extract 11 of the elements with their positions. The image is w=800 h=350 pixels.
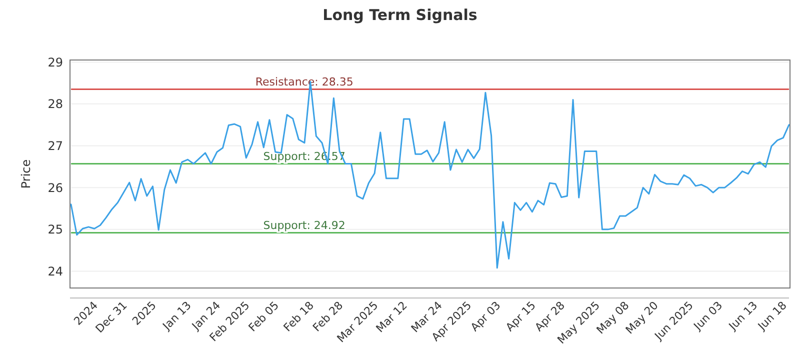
y-tick-label: 26 <box>48 180 63 195</box>
ref-line-label: Resistance: 28.35 <box>255 75 354 88</box>
chart-title: Long Term Signals <box>322 6 478 24</box>
y-tick-label: 29 <box>48 55 63 70</box>
ref-line-label: Support: 24.92 <box>263 218 346 232</box>
y-tick-label: 28 <box>48 97 63 112</box>
y-tick-label: 25 <box>48 222 63 237</box>
y-tick-label: 24 <box>48 264 63 278</box>
x-tick-label: Jun 03 <box>690 298 726 334</box>
y-axis-title: Price <box>19 159 33 189</box>
y-tick-label: 27 <box>48 138 63 153</box>
